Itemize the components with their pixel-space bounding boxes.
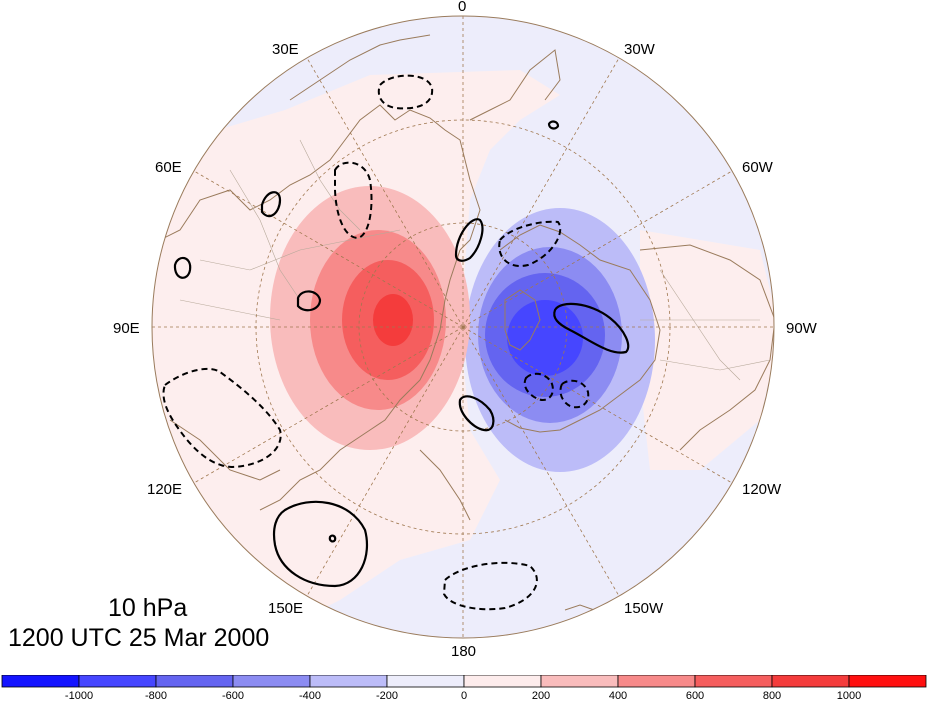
colorbar (1, 675, 927, 688)
map-boundary (151, 15, 775, 639)
contour-solid-g (272, 500, 369, 588)
lon-label-0: 0 (458, 0, 467, 15)
contours-negative (162, 74, 590, 611)
colorbar-tick-label: -1000 (64, 690, 94, 702)
colorbar-swatch (1, 675, 80, 688)
contour-dashed-g (442, 561, 538, 611)
colorbar-swatch (463, 675, 542, 688)
contour-solid-b (173, 256, 192, 279)
title-datetime: 1200 UTC 25 Mar 2000 (8, 624, 270, 652)
colorbar-swatch (232, 675, 311, 688)
colorbar-tick-label: 800 (762, 690, 782, 702)
lon-label-120e: 120E (147, 481, 183, 498)
lon-label-150w: 150W (624, 600, 664, 617)
contours-positive (173, 120, 630, 588)
shading-blue-800 (507, 300, 583, 376)
colorbar-tick-label: 600 (685, 690, 705, 702)
contour-dashed-c (498, 220, 562, 268)
shading-pink-right (640, 230, 774, 470)
shading-red-800 (373, 294, 413, 346)
colorbar-swatch (386, 675, 465, 688)
colorbar-swatch (617, 675, 696, 688)
colorbar-swatch (309, 675, 388, 688)
contour-dashed-b (334, 161, 373, 240)
colorbar-swatch (848, 675, 927, 688)
contour-solid-e (458, 395, 495, 432)
contour-solid-f (553, 302, 630, 354)
title-level: 10 hPa (108, 594, 188, 622)
lon-label-90w: 90W (786, 320, 817, 337)
colorbar-tick-label: 1000 (836, 690, 862, 702)
contour-solid-i (547, 120, 560, 130)
lon-label-30e: 30E (272, 41, 299, 58)
contour-dashed-d (523, 372, 554, 402)
contour-dashed-e (559, 379, 590, 409)
contour-solid-a (260, 191, 282, 218)
borders (179, 139, 771, 381)
colorbar-swatch (771, 675, 850, 688)
colorbar-swatch (540, 675, 619, 688)
colorbar-swatch (78, 675, 157, 688)
colorbar-tick-label: 0 (460, 690, 468, 702)
graticule (152, 16, 774, 638)
contour-solid-c (296, 290, 322, 312)
colorbar-swatch (155, 675, 234, 688)
lon-label-60w: 60W (742, 159, 773, 176)
coastlines (152, 34, 774, 613)
colorbar-swatch (694, 675, 773, 688)
lon-label-120w: 120W (742, 481, 782, 498)
contour-dashed-a (377, 74, 434, 110)
colorbar-tick-label: -200 (375, 690, 399, 702)
colorbar-tick-label: -400 (298, 690, 322, 702)
lon-label-90e: 90E (113, 320, 140, 337)
contour-solid-d (454, 218, 484, 262)
colorbar-tick-label: 400 (608, 690, 628, 702)
contour-dashed-f (162, 367, 282, 469)
contour-solid-h (328, 534, 337, 543)
lon-label-150e: 150E (268, 600, 304, 617)
lon-label-60e: 60E (155, 159, 182, 176)
lon-label-180: 180 (451, 643, 477, 660)
colorbar-tick-label: -600 (221, 690, 245, 702)
lon-label-30w: 30W (624, 41, 655, 58)
colorbar-tick-label: -800 (144, 690, 168, 702)
colorbar-tick-label: 200 (531, 690, 551, 702)
